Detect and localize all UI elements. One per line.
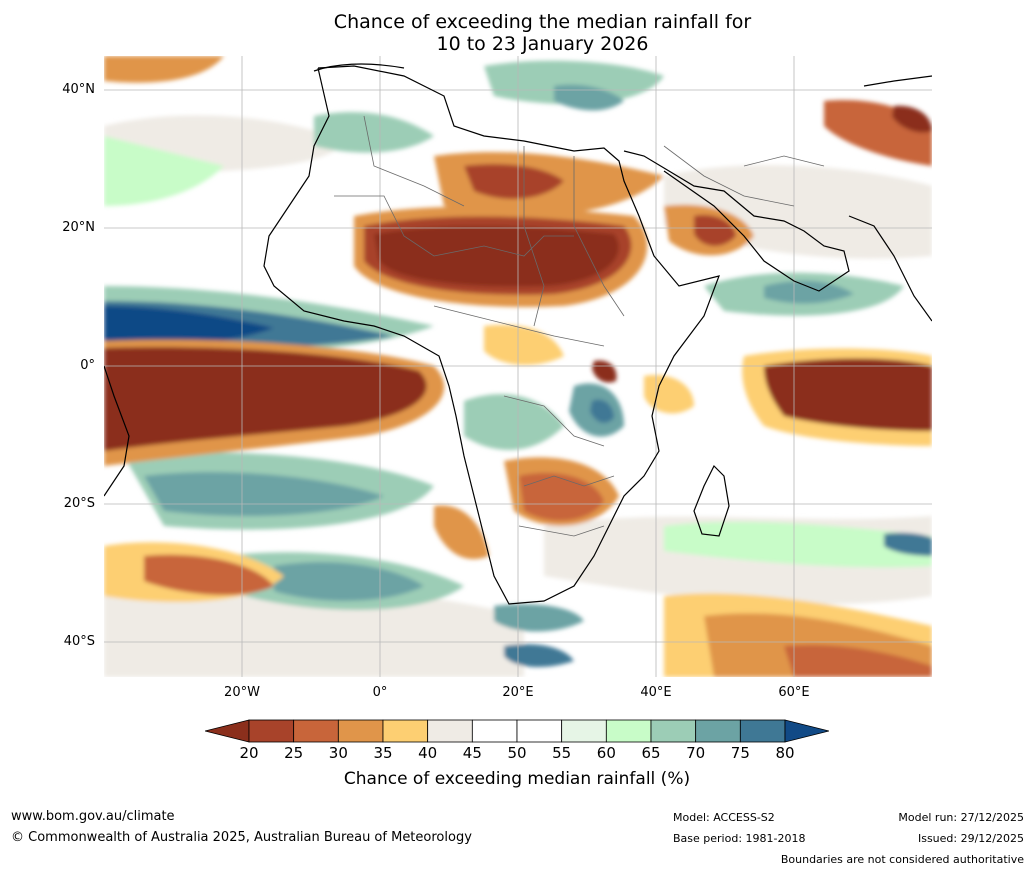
issued-date: Issued: 29/12/2025 xyxy=(917,832,1024,845)
colorbar-segment xyxy=(337,719,384,743)
colorbar-tick-label: 20 xyxy=(239,744,259,762)
colorbar-tick-label: 35 xyxy=(373,744,393,762)
lon-label-40e: 40°E xyxy=(640,685,672,700)
colorbar-tick-label: 60 xyxy=(596,744,616,762)
colorbar-segment xyxy=(739,719,786,743)
website-link[interactable]: www.bom.gov.au/climate xyxy=(11,809,175,824)
colorbar-tick-label: 25 xyxy=(284,744,304,762)
colorbar-label: Chance of exceeding median rainfall (%) xyxy=(343,769,691,789)
colorbar-high-extend xyxy=(784,719,829,743)
lat-label-40s: 40°S xyxy=(63,634,95,649)
model-run-date: Model run: 27/12/2025 xyxy=(898,811,1024,824)
lon-label-20w: 20°W xyxy=(224,685,260,700)
copyright-text: © Commonwealth of Australia 2025, Austra… xyxy=(11,830,472,845)
colorbar-segment xyxy=(695,719,741,743)
colorbar-tick-label: 30 xyxy=(328,744,348,762)
model-name: Model: ACCESS-S2 xyxy=(673,811,775,824)
colorbar-tick-label: 70 xyxy=(686,744,706,762)
rainfall-probability-map xyxy=(104,56,932,677)
lat-label-0: 0° xyxy=(80,358,95,373)
colorbar-segment xyxy=(427,719,473,743)
colorbar-tick-label: 55 xyxy=(552,744,572,762)
lon-label-60e: 60°E xyxy=(778,685,810,700)
colorbar-tick-label: 40 xyxy=(418,744,438,762)
map-title-line1: Chance of exceeding the median rainfall … xyxy=(333,11,752,33)
colorbar-tick-label: 75 xyxy=(730,744,750,762)
lat-label-20s: 20°S xyxy=(63,496,95,511)
base-period: Base period: 1981-2018 xyxy=(673,832,806,845)
lon-label-0: 0° xyxy=(372,685,388,700)
lon-label-20e: 20°E xyxy=(502,685,534,700)
colorbar-segment xyxy=(650,719,697,743)
lat-label-40n: 40°N xyxy=(62,82,95,97)
map-title-line2: 10 to 23 January 2026 xyxy=(436,33,649,55)
colorbar-segment xyxy=(561,719,607,743)
country-borders xyxy=(334,115,825,537)
colorbar xyxy=(205,719,829,743)
graticule xyxy=(104,56,932,677)
colorbar-segment xyxy=(248,719,295,743)
colorbar-segment xyxy=(605,719,652,743)
colorbar-segment xyxy=(471,719,518,743)
boundaries-disclaimer: Boundaries are not considered authoritat… xyxy=(780,853,1024,866)
colorbar-low-extend xyxy=(205,719,250,743)
colorbar-tick-label: 45 xyxy=(462,744,482,762)
coastlines xyxy=(104,63,932,605)
colorbar-tick-label: 65 xyxy=(641,744,661,762)
lat-label-20n: 20°N xyxy=(62,220,95,235)
colorbar-tick-label: 50 xyxy=(507,744,527,762)
colorbar-tick-label: 80 xyxy=(775,744,795,762)
colorbar-segment xyxy=(382,719,429,743)
colorbar-segment xyxy=(293,719,339,743)
colorbar-segment xyxy=(516,719,563,743)
